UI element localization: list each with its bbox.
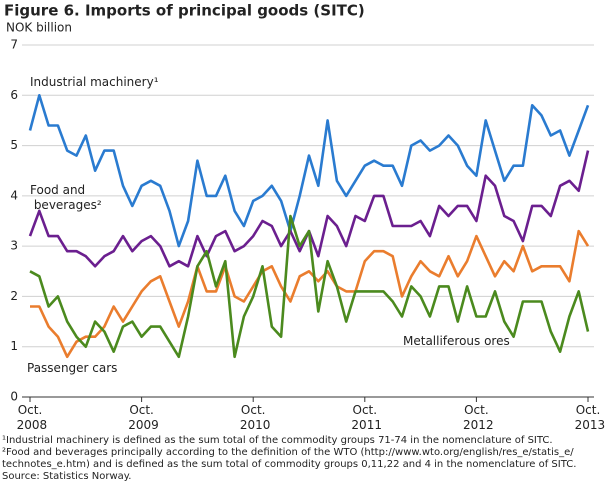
y-tick-label: 5 xyxy=(10,138,18,152)
chart-title: Figure 6. Imports of principal goods (SI… xyxy=(4,2,365,20)
x-tick-label: Oct. 2010 xyxy=(236,403,270,432)
y-tick-label: 1 xyxy=(10,339,18,353)
x-tick-label: Oct. 2013 xyxy=(571,403,605,432)
footnote: technotes_e.htm) and is defined as the s… xyxy=(2,459,576,470)
series-line xyxy=(28,94,590,248)
y-tick-label: 6 xyxy=(10,88,18,102)
x-tick-label: Oct. 2009 xyxy=(124,403,158,432)
series-line xyxy=(30,229,590,359)
x-tick-label: Oct. 2011 xyxy=(348,403,382,432)
y-tick-label: 2 xyxy=(10,289,18,303)
y-tick-label: 0 xyxy=(10,390,18,404)
footnote: ²Food and beverages principally accordin… xyxy=(2,447,574,458)
y-tick-label: 4 xyxy=(10,188,18,202)
series-label: Passenger cars xyxy=(27,361,117,375)
x-tick-label: Oct. 2012 xyxy=(459,403,493,432)
series-label: Food and beverages² xyxy=(30,183,102,212)
series-label: Metalliferous ores xyxy=(403,334,510,348)
y-axis-label: NOK billion xyxy=(6,21,72,35)
series-label: Industrial machinery¹ xyxy=(30,75,159,89)
footnote: Source: Statistics Norway. xyxy=(2,471,131,482)
y-tick-label: 3 xyxy=(10,239,18,253)
series-line xyxy=(29,214,590,359)
series-line xyxy=(28,150,590,268)
x-tick-label: Oct. 2008 xyxy=(13,403,47,432)
y-tick-label: 7 xyxy=(10,38,18,52)
footnote: ¹Industrial machinery is defined as the … xyxy=(2,435,553,446)
